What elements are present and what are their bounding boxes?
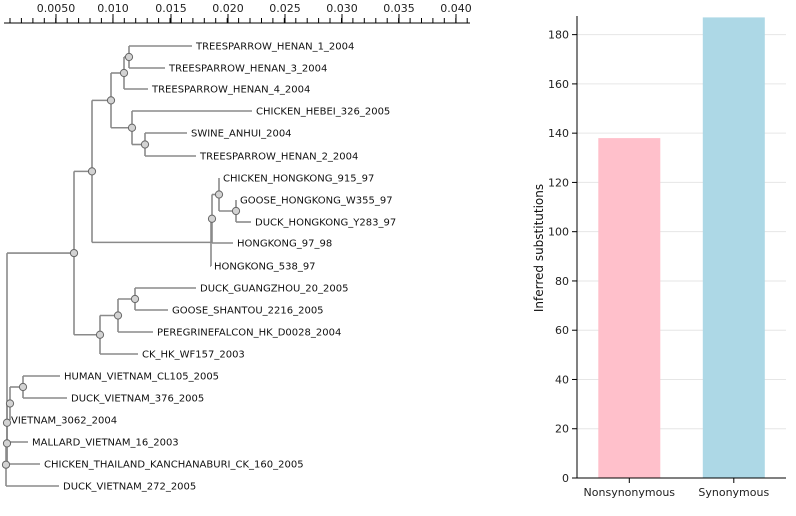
- tree-leaf-label: TREESPARROW_HENAN_4_2004: [151, 85, 310, 96]
- tree-node: [95, 330, 105, 339]
- y-tick-label: 20: [555, 423, 569, 436]
- x-tick-label: Synonymous: [698, 486, 769, 499]
- y-tick-label: 140: [548, 127, 569, 140]
- tree-node: [1, 460, 11, 469]
- tree-leaf-label: TREESPARROW_HENAN_1_2004: [195, 42, 354, 53]
- bar-axes: Nonsynonymous Synonymous 0 20 40 60 80 100 120 14…: [548, 16, 786, 499]
- tree-leaf-label: DUCK_VIETNAM_272_2005: [63, 482, 196, 493]
- y-tick-label: 160: [548, 78, 569, 91]
- tree-node: [140, 140, 150, 149]
- tree-leaf-label: CK_HK_WF157_2003: [142, 350, 245, 361]
- tree-node: [106, 96, 116, 105]
- tree-axis-tick-label: 0.025: [269, 2, 301, 15]
- tree-axis-tick-label: 0.035: [383, 2, 415, 15]
- tree-leaf-label: DUCK_GUANGZHOU_20_2005: [200, 284, 348, 295]
- tree-leaf-labels: TREESPARROW_HENAN_1_2004 TREESPARROW_HENA…: [11, 42, 396, 493]
- tree-node: [69, 248, 79, 258]
- tree-scale-axis: 0.0050 0.010 0.015 0.020 0.025 0.030 0.035 0.04…: [4, 2, 472, 24]
- tree-axis-tick-label: 0.010: [97, 2, 129, 15]
- bar-synonymous: [702, 17, 765, 479]
- tree-node: [130, 294, 140, 304]
- y-tick-label: 60: [555, 324, 569, 337]
- tree-node: [207, 214, 217, 223]
- tree-internal-nodes: [1, 52, 241, 469]
- tree-axis-tick-label: 0.040: [440, 2, 472, 15]
- tree-leaf-label: DUCK_HONGKONG_Y283_97: [255, 218, 396, 229]
- tree-leaf-label: TREESPARROW_HENAN_3_2004: [168, 64, 327, 75]
- tree-leaf-label: CHICKEN_HONGKONG_915_97: [223, 174, 374, 185]
- tree-axis-tick-label: 0.0050: [37, 2, 76, 15]
- tree-leaf-label: HUMAN_VIETNAM_CL105_2005: [64, 372, 219, 383]
- substitution-bar-chart: Nonsynonymous Synonymous 0 20 40 60 80 100 120 14…: [532, 16, 786, 499]
- tree-node: [5, 399, 15, 408]
- y-tick-label: 180: [548, 29, 569, 42]
- tree-leaf-label: CHICKEN_HEBEI_326_2005: [256, 107, 390, 118]
- tree-node: [2, 439, 12, 448]
- tree-leaf-label: GOOSE_SHANTOU_2216_2005: [172, 306, 324, 317]
- tree-leaf-label: VIETNAM_3062_2004: [11, 416, 117, 427]
- bar-nonsynonymous: [598, 138, 661, 478]
- tree-node: [18, 382, 28, 392]
- tree-leaf-label: SWINE_ANHUI_2004: [191, 129, 292, 140]
- tree-node: [127, 123, 137, 132]
- tree-node: [214, 190, 224, 199]
- tree-leaf-label: MALLARD_VIETNAM_16_2003: [32, 438, 179, 449]
- y-tick-label: 100: [548, 226, 569, 239]
- tree-node: [231, 206, 241, 216]
- tree-node: [113, 311, 123, 320]
- tree-node: [87, 167, 97, 176]
- x-tick-label: Nonsynonymous: [584, 486, 676, 499]
- tree-leaf-label: GOOSE_HONGKONG_W355_97: [240, 196, 393, 207]
- tree-leaf-label: CHICKEN_THAILAND_KANCHANABURI_CK_160_200…: [44, 460, 304, 471]
- tree-node: [124, 52, 134, 62]
- tree-axis-tick-label: 0.030: [326, 2, 358, 15]
- bar-series: [598, 17, 765, 479]
- y-tick-label: 80: [555, 275, 569, 288]
- tree-axis-tick-label: 0.015: [155, 2, 187, 15]
- phylogenetic-tree: 0.0050 0.010 0.015 0.020 0.025 0.030 0.035 0.04…: [1, 2, 472, 493]
- y-axis-title: Inferred substitutions: [532, 184, 546, 312]
- tree-leaf-label: TREESPARROW_HENAN_2_2004: [199, 152, 358, 163]
- y-tick-label: 0: [562, 472, 569, 485]
- tree-node: [2, 418, 12, 427]
- tree-leaf-label: PEREGRINEFALCON_HK_D0028_2004: [157, 328, 341, 339]
- tree-leaf-label: DUCK_VIETNAM_376_2005: [71, 394, 204, 405]
- tree-leaf-label: HONGKONG_97_98: [237, 239, 332, 250]
- tree-axis-tick-label: 0.020: [212, 2, 244, 15]
- y-tick-label: 40: [555, 373, 569, 386]
- y-tick-label: 120: [548, 176, 569, 189]
- tree-node: [119, 68, 129, 78]
- tree-leaf-label: HONGKONG_538_97: [214, 262, 316, 273]
